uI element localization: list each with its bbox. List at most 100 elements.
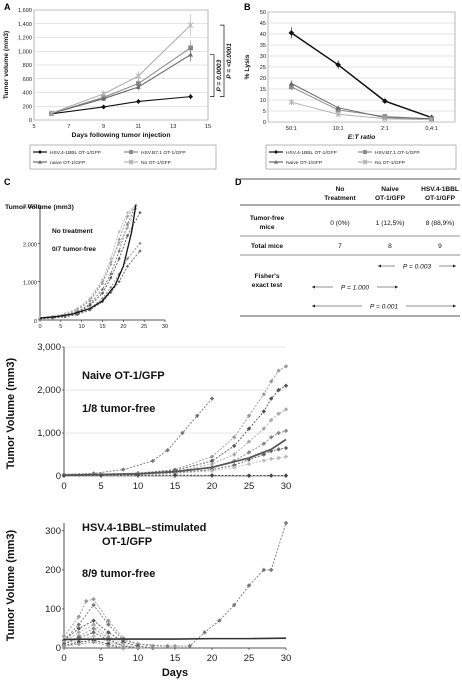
panel-a: A 0 200 400 600 800 1,000 1,200 1,400 1,600 5 7 9 11… [0,0,240,175]
table-header-3-0: HSV.4-1BBL [421,186,459,193]
tumor-point-c1-0-7 [117,249,121,253]
ytick-c2-3: 3,000 [37,342,61,353]
tumor-point-c1-3-8 [125,226,130,230]
a-legend-label-3: No OT-1/GFP [141,160,171,166]
tumor-curve-c2-2 [63,385,287,476]
tumor-point-c1-3-7 [117,241,121,245]
chart-a-plot: 0 200 400 600 800 1,000 1,200 1,400 1,600 5 7 9 11 13… [3,8,233,170]
xlabel-b: E:T ratio [348,134,376,141]
annotation-c2-count: 1/8 tumor-free [82,403,155,415]
tumor-point-c3-0-8 [202,630,207,635]
tumor-point-c2-2-8 [269,396,274,401]
point-a-0-2 [136,99,141,104]
bracket-a-1 [210,54,215,97]
table-cell-0-0: 0 (0%) [330,220,349,227]
xlabel-a: Days following tumor injection [72,132,171,139]
ytick-a-2: 400 [23,91,32,97]
ytick-a-4: 800 [23,63,32,69]
tumor-point-c2-2-7 [261,409,266,414]
xtick-c3-3: 15 [170,653,181,664]
table-cell-1-1: 8 [388,243,392,250]
tumor-curve-c2-6 [63,456,287,476]
ytick-c1-0: 0 [34,319,37,325]
series-line-a-3 [51,24,191,114]
tumor-point-c2-3-6 [246,439,252,444]
chart-a: A 0 200 400 600 800 1,000 1,200 1,400 1,600 5 7 9 11… [3,2,233,170]
a-legend-marker-3 [128,159,134,165]
tumor-curve-c1-3 [39,208,137,319]
tumor-point-c3-8-3 [106,643,111,649]
comparison-arrow-right-1 [395,285,398,289]
tumor-point-c3-2-3 [106,630,111,635]
tumor-point-c1-1-7 [117,237,121,242]
ytick-a-3: 600 [23,77,32,83]
comparison-arrow-left-0 [378,264,381,268]
tumor-point-c2-6-6 [246,461,252,467]
table-cell-1-0: 7 [338,243,342,250]
xtick-c3-0: 0 [61,653,66,664]
xtick-c2-3: 15 [170,481,181,492]
annotation-c2-title: Naive OT-1/GFP [82,370,165,382]
ytick-a-5: 1,000 [18,49,32,55]
panel-label-a: A [4,2,11,12]
a-legend-marker-0 [38,150,42,154]
tumor-point-c3-8-4 [121,645,126,651]
xtick-b-3: 0,4:1 [425,126,437,132]
tumor-point-c3-1-3 [91,596,96,602]
tumor-point-c3-1-1 [76,614,81,619]
ytick-c3-2: 200 [45,565,61,576]
pvalue-a-2: P = <0.0001 [226,43,233,79]
panel-d: D No Treatment Naive OT-1/GFP HSV.4-1BBL OT-1… [235,175,462,335]
a-legend-marker-1 [129,150,133,154]
ytick-c2-2: 2,000 [37,385,61,396]
tumor-point-c3-1-0 [61,634,67,639]
table-header-1-1: Treatment [324,195,356,202]
xtick-c2-6: 30 [281,481,292,492]
ytick-b-4: 20 [260,76,266,82]
tumor-point-c2-3-5 [232,452,237,457]
tumor-point-c2-4-9 [276,430,281,436]
tumor-point-c3-4-6 [150,645,155,651]
xtick-c3-1: 5 [98,653,103,664]
tumor-point-c2-7-6 [269,473,274,478]
tumor-curve-c2-4 [63,430,287,476]
comparison-arrow-right-0 [453,264,456,268]
xtick-c2-4: 20 [207,481,218,492]
tumor-point-c3-1-2 [84,598,89,604]
tumor-curve-c3-7 [63,639,138,649]
chart-c2: 0 1,000 2,000 3,000 0 5 10 15 20 25 30 Tumor Volume… [5,342,292,492]
tumor-point-c1-0-8 [125,222,130,226]
point-b-3-3 [428,116,435,123]
tumor-point-c3-1-4 [106,618,111,623]
tumor-point-c2-1-7 [261,392,266,397]
ytick-c3-1: 100 [45,604,61,615]
comparison-arrow-left-2 [312,304,315,308]
chart-b-plot: 0 5 10 15 20 25 30 35 40 45 50 50:1 10:1 2:1 0,4:1 E:T … [244,10,457,170]
xtick-c3-6: 30 [281,653,292,664]
tumor-point-c2-0-5 [180,430,185,436]
a-legend-label-1: HSV.B7.1 OT-1/GFP [141,150,186,156]
tumor-point-c3-4-2 [91,626,96,631]
tumor-point-c1-6-5 [100,278,105,282]
tumor-point-c2-4-6 [246,450,252,455]
tumor-point-c2-7-5 [246,473,252,478]
tumor-point-c3-0-14 [283,520,289,526]
table-rowlabel-0-b: mice [259,224,274,231]
ytick-b-5: 25 [260,65,266,71]
tumor-point-c3-8-1 [76,641,81,647]
tumor-point-c3-0-11 [246,583,252,588]
tumor-point-c2-5-10 [283,445,289,451]
tumor-point-c1-3-6 [109,260,113,265]
tumor-point-c2-4-8 [269,435,274,440]
table-rowlabel-1: Total mice [251,243,283,250]
comparison-label-bg-1 [333,283,377,291]
tumor-point-c1-6-3 [75,306,80,311]
tumor-point-c3-5-2 [91,630,96,635]
chart-c3: 0 100 200 300 0 5 10 15 20 25 30 Tumor Volume (mm3)… [5,520,292,679]
xtick-c1-4: 20 [120,324,126,330]
xtick-c2-1: 5 [98,481,103,492]
fit-curve-c3 [63,637,287,641]
tumor-point-c2-2-5 [232,443,237,449]
tumor-point-c1-6-4 [88,296,92,301]
tumor-point-c2-6-8 [269,456,274,461]
